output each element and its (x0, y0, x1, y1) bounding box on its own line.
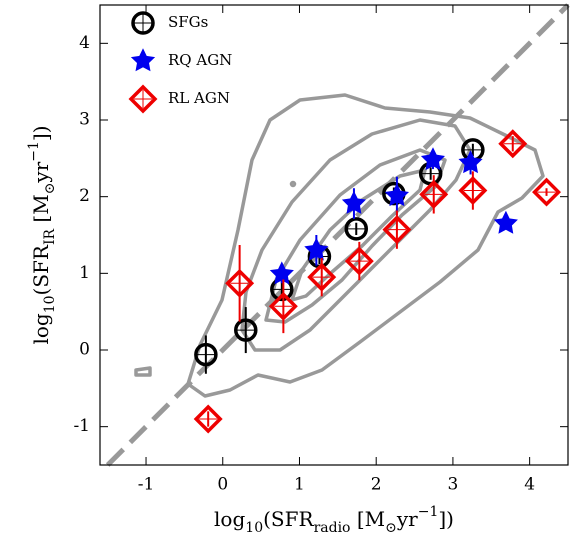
label-part: log (214, 507, 245, 531)
marker (341, 190, 366, 214)
label-part: [M (29, 194, 53, 229)
contour (134, 366, 152, 377)
marker (304, 237, 329, 261)
marker (194, 342, 218, 367)
label-part: −1 (418, 504, 439, 520)
y-tick-label: 0 (79, 340, 90, 360)
y-tick-label: 2 (79, 186, 90, 206)
marker (493, 210, 518, 234)
legend-label: RL AGN (168, 89, 230, 107)
legend-label: SFGs (168, 13, 208, 31)
x-tick-label: 0 (217, 475, 228, 495)
marker (268, 291, 298, 321)
marker (234, 318, 258, 342)
marker (458, 150, 483, 174)
identity-line (105, 3, 570, 467)
legend: SFGs RQ AGN RL AGN (128, 11, 232, 114)
label-part: (SFR (29, 244, 53, 295)
label-part: ]) (29, 125, 53, 141)
label-part: yr (396, 507, 418, 531)
marker (269, 261, 294, 285)
label-part: ]) (438, 507, 454, 531)
marker (344, 246, 374, 276)
label-part: yr (29, 161, 53, 183)
legend-marker (130, 48, 156, 72)
contour (240, 118, 472, 352)
marker (384, 183, 410, 207)
label-part: [M (350, 507, 385, 531)
label-part: IR (42, 228, 58, 245)
x-tick-label: 2 (371, 475, 382, 495)
x-tick-label: 3 (448, 475, 459, 495)
label-part: (SFR (263, 507, 314, 531)
legend-marker (131, 11, 155, 35)
x-axis-label: log10(SFRradio [M⊙yr−1]) (214, 504, 454, 536)
marker (193, 404, 223, 434)
marker (498, 129, 528, 159)
y-tick-label: -1 (73, 416, 90, 436)
marker (382, 215, 412, 245)
marker (420, 147, 445, 171)
x-tick-label: 1 (294, 475, 305, 495)
marker (458, 176, 488, 206)
y-axis-label: log10(SFRIR [M⊙yr−1]) (26, 125, 58, 344)
series (193, 129, 561, 434)
marker (344, 217, 368, 241)
y-tick-label: 1 (79, 263, 90, 283)
label-part: ⊙ (385, 520, 397, 536)
plot-frame (99, 4, 569, 466)
label-part: 10 (42, 295, 58, 313)
marker (225, 268, 255, 298)
y-tick-label: 4 (79, 33, 90, 53)
marker (532, 177, 561, 207)
label-part: ⊙ (42, 183, 58, 195)
x-tick-label: 4 (524, 475, 535, 495)
label-part: radio (314, 520, 351, 536)
label-part: 10 (245, 520, 263, 536)
marker (307, 262, 337, 292)
label-part: −1 (26, 141, 42, 162)
marker (419, 179, 449, 209)
label-part: log (29, 313, 53, 344)
series (269, 147, 518, 285)
x-tick-label: -1 (138, 475, 155, 495)
legend-marker (128, 84, 158, 114)
contour (289, 180, 297, 188)
legend-label: RQ AGN (168, 51, 232, 69)
y-tick-label: 3 (79, 110, 90, 130)
contour (186, 93, 545, 398)
